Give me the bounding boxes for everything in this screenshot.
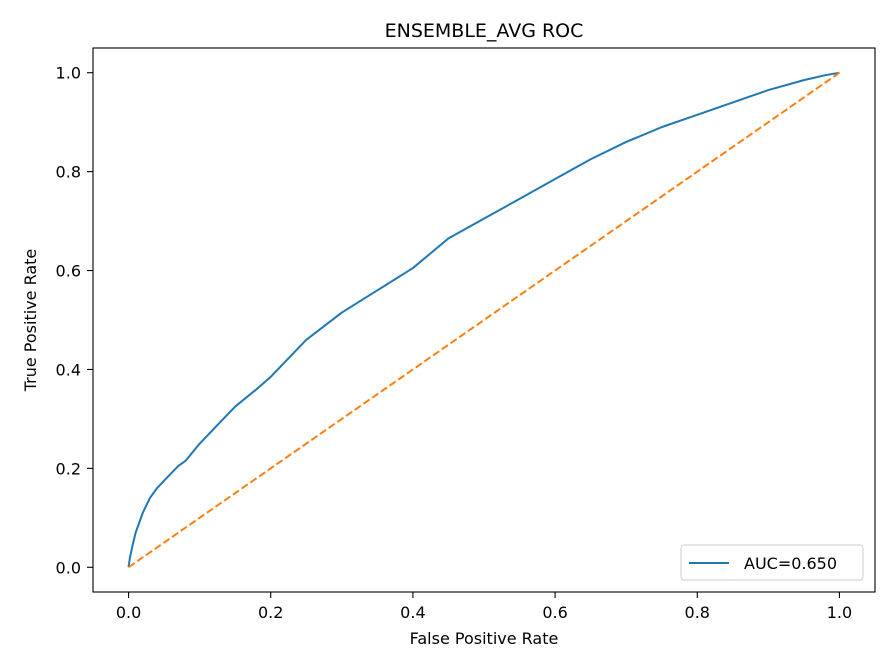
legend-label: AUC=0.650 bbox=[744, 554, 837, 573]
y-axis-label: True Positive Rate bbox=[21, 249, 40, 393]
x-tick-label: 0.4 bbox=[400, 603, 425, 622]
plot-area: 0.0 0.2 0.4 0.6 0.8 1.0 0.0 0.2 0.4 0.6 0.8 1.0 bbox=[56, 47, 876, 622]
y-tick-label: 0.8 bbox=[56, 163, 81, 182]
y-tick-label: 0.6 bbox=[56, 262, 81, 281]
legend-box bbox=[680, 544, 864, 581]
x-tick-label: 1.0 bbox=[827, 603, 852, 622]
y-tick-label: 0.2 bbox=[56, 459, 81, 478]
roc-curve-line bbox=[127, 71, 840, 568]
x-axis-label: False Positive Rate bbox=[410, 629, 559, 648]
plot-frame bbox=[92, 47, 876, 593]
x-tick-label: 0.8 bbox=[685, 603, 710, 622]
chart-title: ENSEMBLE_AVG ROC bbox=[385, 20, 584, 42]
y-tick-label: 1.0 bbox=[56, 64, 81, 83]
y-tick-label: 0.0 bbox=[56, 558, 81, 577]
x-tick-label: 0.6 bbox=[542, 603, 567, 622]
x-tick-label: 0.0 bbox=[116, 603, 141, 622]
y-tick-label: 0.4 bbox=[56, 360, 81, 379]
x-tick-label: 0.2 bbox=[258, 603, 283, 622]
legend: AUC=0.650 bbox=[680, 544, 864, 581]
chance-diagonal-line bbox=[127, 71, 841, 569]
